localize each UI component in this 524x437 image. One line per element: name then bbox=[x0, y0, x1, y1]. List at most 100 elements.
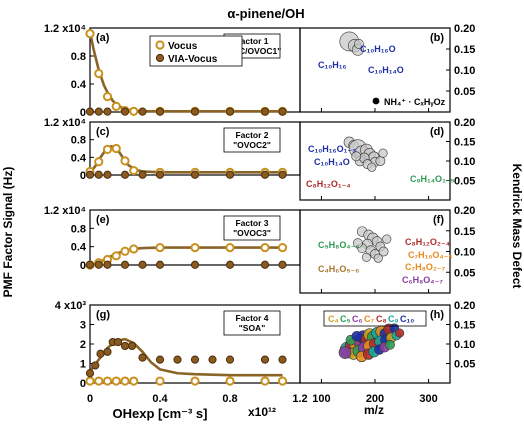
vocus-point-2-8 bbox=[225, 242, 235, 253]
via-vocus-point-1-0 bbox=[85, 170, 95, 179]
legend-marker-via-vocus bbox=[155, 53, 165, 63]
vocus-point-1-3 bbox=[111, 143, 121, 154]
via-vocus-point-0-5 bbox=[155, 107, 165, 116]
via-vocus-point-2-2 bbox=[103, 260, 112, 269]
carbon-legend-3: C₇ bbox=[364, 314, 374, 324]
via-vocus-point-0-4 bbox=[138, 107, 147, 116]
left-xlabel: OHexp [cm⁻³ s] bbox=[113, 406, 208, 421]
kmd-point-2-9 bbox=[378, 246, 389, 257]
left-ytick-label-1-0: 0 bbox=[80, 170, 86, 182]
vocus-point-3-9 bbox=[260, 376, 270, 386]
left-ylabel: PMF Factor Signal (Hz) bbox=[1, 167, 15, 298]
left-xtick-label-0: 0 bbox=[87, 393, 93, 405]
vocus-point-1-2 bbox=[102, 144, 113, 154]
right-xlabel: m/z bbox=[364, 403, 384, 417]
vocus-point-0-0 bbox=[85, 28, 95, 39]
via-vocus-point-1-8 bbox=[260, 170, 270, 179]
right-ytick-label-2-3: 0.20 bbox=[454, 205, 475, 217]
kmd-annotation-0-0: C₁₀H₁₆O bbox=[360, 44, 396, 54]
carbon-legend-6: C₁₀ bbox=[400, 314, 414, 324]
panel-label-(d): (d) bbox=[430, 126, 444, 138]
legend-label-vocus: Vocus bbox=[168, 41, 198, 52]
vocus-point-0-3 bbox=[111, 101, 121, 112]
factor-label-2: Factor 3 bbox=[235, 218, 268, 228]
via-vocus-point-3-1 bbox=[91, 361, 100, 370]
vocus-point-2-10 bbox=[277, 242, 288, 253]
via-vocus-point-1-3 bbox=[120, 170, 130, 179]
left-ytick-label-2-3: 1.2 x10⁴ bbox=[44, 205, 86, 217]
left-ytick-label-3-1: 1 bbox=[80, 359, 86, 371]
right-ytick-label-2-0: 0.05 bbox=[454, 267, 475, 279]
kmd-annotation-1-2: C₈H₁₂O₁₋₄ bbox=[306, 179, 351, 189]
carbon-legend-1: C₅ bbox=[340, 314, 351, 324]
kmd-annotation-1-1: C₁₀H₁₄O bbox=[314, 157, 350, 167]
left-ytick-label-0-1: 0.4 bbox=[71, 79, 87, 91]
kmd-point-0-3 bbox=[354, 39, 364, 49]
vocus-point-0-2 bbox=[102, 92, 113, 102]
right-xtick-label-2: 300 bbox=[419, 393, 437, 405]
carbon-legend-4: C₈ bbox=[376, 314, 387, 324]
panel-label-(e): (e) bbox=[96, 214, 110, 226]
series-legend-box bbox=[149, 35, 243, 67]
via-vocus-point-3-6 bbox=[120, 341, 130, 351]
via-vocus-point-3-10 bbox=[173, 355, 182, 364]
carbon-legend-2: C₆ bbox=[352, 314, 363, 324]
right-ytick-label-3-0: 0.05 bbox=[454, 359, 475, 371]
carbon-legend-box bbox=[323, 310, 427, 327]
kmd-point-1-12 bbox=[351, 151, 362, 162]
kmd-legend-marker bbox=[372, 97, 380, 105]
factor-box-3 bbox=[223, 310, 281, 336]
kmd-annotation-1-0: C₁₀H₁₆O₁₋₃ bbox=[308, 144, 356, 154]
factor-name-1: "OVOC2" bbox=[233, 140, 271, 150]
via-vocus-point-2-0 bbox=[85, 260, 95, 269]
left-ytick-label-2-2: 0.8 bbox=[71, 223, 86, 235]
via-vocus-point-1-4 bbox=[138, 170, 147, 179]
vocus-point-2-9 bbox=[260, 242, 270, 253]
via-vocus-point-0-3 bbox=[120, 107, 130, 116]
vocus-point-1-5 bbox=[129, 165, 139, 176]
left-ytick-label-0-0: 0 bbox=[80, 107, 86, 119]
vocus-point-2-5 bbox=[129, 244, 139, 254]
via-vocus-point-3-3 bbox=[103, 347, 112, 356]
legend-label-via-vocus: VIA-Vocus bbox=[168, 54, 218, 65]
via-vocus-point-0-7 bbox=[225, 107, 235, 116]
vocus-point-1-4 bbox=[120, 156, 130, 166]
kmd-point-2-12 bbox=[382, 234, 392, 244]
vocus-point-3-6 bbox=[155, 376, 165, 386]
via-vocus-point-1-9 bbox=[278, 170, 287, 179]
left-ytick-label-2-1: 0.4 bbox=[71, 242, 87, 254]
kmd-legend-label: NH₄⁺ · CₓHᵧOz bbox=[384, 97, 446, 107]
vocus-point-3-7 bbox=[190, 376, 200, 386]
vocus-point-2-4 bbox=[120, 246, 130, 256]
via-vocus-point-1-6 bbox=[190, 170, 200, 179]
via-vocus-point-1-7 bbox=[225, 170, 235, 179]
via-vocus-point-3-9 bbox=[155, 355, 165, 364]
left-ytick-label-0-2: 0.8 bbox=[71, 51, 86, 63]
panels-group: 0 0.4 0.8 1.2 x10⁴ (a) Factor 1"VOC/OVOC1" 0 0.… bbox=[44, 23, 476, 405]
left-ytick-label-1-2: 0.8 bbox=[71, 135, 86, 147]
right-ytick-label-1-0: 0.05 bbox=[454, 176, 475, 188]
kmd-annotation-2-5: C₆H₈O₄₋₇ bbox=[402, 275, 443, 285]
vocus-point-3-0 bbox=[85, 376, 95, 386]
kmd-point-3-31 bbox=[395, 328, 405, 338]
panel-label-(b): (b) bbox=[430, 32, 444, 44]
left-ytick-label-3-2: 2 bbox=[80, 339, 86, 351]
via-vocus-point-1-5 bbox=[155, 170, 165, 179]
right-xtick-label-1: 200 bbox=[366, 393, 384, 405]
via-vocus-point-0-8 bbox=[260, 107, 270, 116]
vocus-point-2-7 bbox=[190, 242, 200, 253]
x-exponent-label: x10¹² bbox=[248, 405, 276, 419]
left-ytick-label-1-1: 0.4 bbox=[71, 152, 87, 164]
via-vocus-point-3-7 bbox=[127, 341, 137, 351]
via-vocus-point-3-5 bbox=[113, 337, 123, 347]
factor-label-0: Factor 1 bbox=[235, 36, 268, 46]
vocus-point-3-10 bbox=[277, 376, 288, 386]
right-ytick-label-1-3: 0.20 bbox=[454, 117, 475, 129]
via-vocus-point-3-2 bbox=[96, 349, 105, 358]
factor-label-3: Factor 4 bbox=[235, 313, 268, 323]
via-vocus-point-0-1 bbox=[94, 107, 103, 116]
via-vocus-point-3-8 bbox=[138, 353, 147, 362]
via-vocus-point-2-1 bbox=[94, 260, 103, 269]
kmd-annotation-2-1: C₅H₈O₄₋₆ bbox=[318, 240, 359, 250]
